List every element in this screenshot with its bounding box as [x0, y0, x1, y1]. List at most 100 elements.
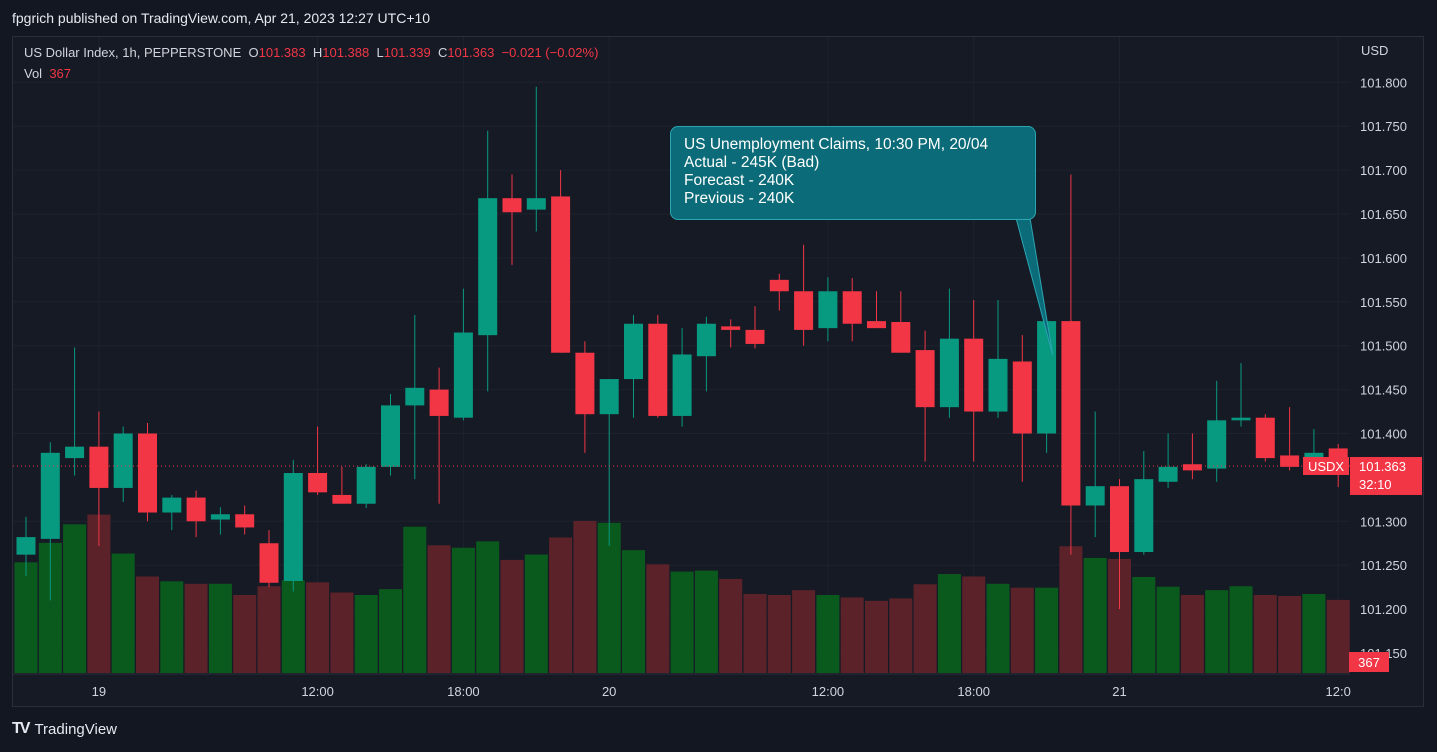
y-tick-label: 101.750: [1360, 119, 1407, 134]
candle-body: [502, 198, 522, 213]
candlestick-chart[interactable]: 101.800 101.750 101.700 101.650 101.600 101.5…: [13, 37, 1423, 706]
tradingview-logo-icon: TV: [12, 720, 31, 737]
candle-body: [453, 332, 473, 418]
candle-body: [1280, 455, 1300, 467]
volume-bar: [1253, 595, 1277, 673]
candle-body: [381, 405, 400, 467]
volume-bar: [160, 581, 184, 673]
volume-bar: [1302, 594, 1326, 673]
candle-body: [988, 358, 1008, 412]
volume-bar: [136, 576, 159, 673]
volume-badge-text: 367: [1358, 655, 1380, 670]
volume-bar: [500, 559, 524, 673]
volume-bar: [986, 583, 1010, 673]
volume-bar: [816, 595, 840, 673]
callout-previous: Previous - 240K: [684, 190, 795, 207]
symbol-legend: US Dollar Index, 1h, PEPPERSTONE O101.38…: [24, 45, 598, 60]
candle-body: [721, 326, 741, 330]
event-callout[interactable]: US Unemployment Claims, 10:30 PM, 20/04 …: [670, 126, 1036, 220]
volume-bar: [1010, 587, 1034, 673]
y-tick-label: 101.700: [1360, 163, 1407, 178]
y-tick-label: 101.300: [1360, 514, 1407, 529]
volume-bar: [865, 600, 888, 673]
x-tick-label: 20: [602, 684, 616, 699]
close-value: 101.363: [447, 45, 495, 60]
callout-actual: Actual - 245K (Bad): [684, 154, 820, 171]
volume-bar: [1059, 546, 1083, 673]
candle-body: [186, 497, 206, 522]
y-tick-label: 101.600: [1360, 251, 1407, 266]
candle-body: [65, 446, 85, 459]
last-price-text: 101.363: [1359, 459, 1406, 474]
symbol-badge: [1303, 456, 1349, 475]
time-axis: 19 12:00 18:00 20 12:00 18:00 21 12:0: [13, 673, 1351, 699]
volume-bar: [1132, 576, 1156, 673]
candle-body: [405, 387, 425, 406]
volume-bar: [1180, 595, 1204, 673]
y-tick-label: 101.800: [1360, 75, 1407, 90]
volume-bar: [1278, 595, 1302, 673]
candle-body: [1037, 321, 1057, 434]
high-value: 101.388: [322, 45, 370, 60]
candle-body: [1012, 361, 1032, 434]
volume-label: Vol: [24, 66, 43, 81]
candle-body: [964, 338, 984, 412]
candle-body: [939, 338, 959, 408]
candle-body: [575, 352, 595, 415]
tradingview-logo[interactable]: TV TradingView: [12, 720, 117, 738]
volume-bar: [451, 547, 475, 673]
volume-bar: [38, 542, 62, 673]
candle-body: [599, 379, 619, 415]
volume-bar: [1035, 587, 1059, 673]
volume-bar: [962, 576, 986, 673]
low-value: 101.339: [383, 45, 431, 60]
low-label: L: [376, 45, 384, 60]
volume-bar: [306, 582, 330, 673]
candle-body: [16, 537, 36, 555]
candle-body: [672, 354, 692, 416]
volume-legend: Vol 367: [24, 66, 71, 81]
candle-body: [283, 473, 303, 582]
volume-bar: [330, 592, 354, 673]
candle-body: [162, 497, 182, 513]
candle-body: [624, 323, 643, 380]
open-value: 101.383: [258, 45, 306, 60]
candle-body: [138, 433, 157, 513]
x-tick-label: 18:00: [447, 684, 480, 699]
candle-body: [1085, 486, 1105, 506]
volume-bar: [1156, 586, 1180, 673]
volume-bar: [403, 526, 427, 673]
x-tick-label: 12:00: [812, 684, 845, 699]
volume-bar: [646, 564, 670, 673]
candle-body: [794, 291, 814, 330]
candle-body: [89, 446, 109, 488]
x-tick-label: 12:00: [301, 684, 334, 699]
volume-bar: [1326, 599, 1350, 673]
volume-bar: [208, 583, 232, 673]
volume-bar: [427, 545, 451, 673]
candle-body: [1158, 466, 1178, 482]
x-tick-label: 19: [92, 684, 106, 699]
volume-bar: [913, 584, 937, 673]
volume-bar: [524, 554, 548, 673]
volume-bar: [1083, 557, 1107, 673]
volume-bar: [14, 562, 38, 673]
candle-body: [40, 452, 60, 539]
publisher-line: fpgrich published on TradingView.com, Ap…: [12, 10, 431, 26]
candle-body: [769, 279, 789, 292]
volume-bar: [476, 541, 500, 673]
volume-bar: [87, 514, 111, 673]
candle-body: [842, 291, 862, 324]
y-tick-label: 101.200: [1360, 602, 1407, 617]
y-tick-label: 101.550: [1360, 295, 1407, 310]
candle-body: [210, 514, 230, 520]
volume-bar: [694, 570, 718, 673]
volume-bar: [354, 595, 378, 673]
volume-bar: [937, 574, 961, 673]
candle-body: [113, 433, 133, 488]
candle-body: [1110, 486, 1129, 553]
candle-body: [915, 350, 935, 408]
volume-bar: [257, 586, 281, 673]
volume-bar: [597, 522, 621, 673]
currency-label: USD: [1361, 43, 1388, 58]
